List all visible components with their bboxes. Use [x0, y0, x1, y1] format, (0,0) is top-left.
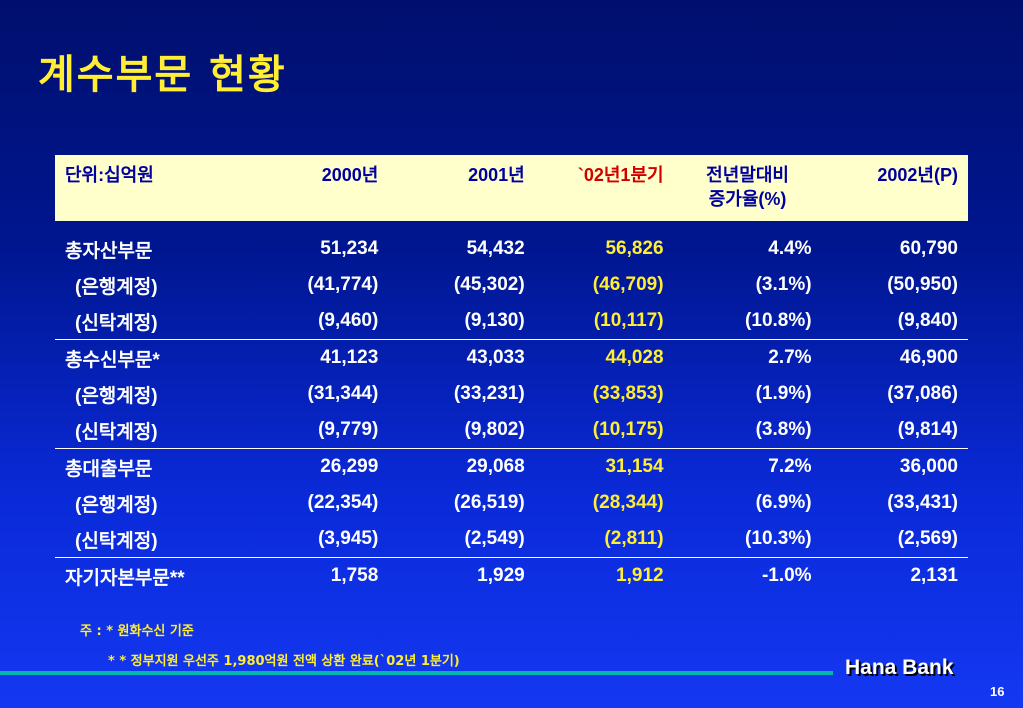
cell-growth: (3.1%)	[755, 274, 812, 295]
table-row: 총수신부문* 41,123 43,033 44,028 2.7% 46,900	[55, 339, 968, 376]
cell-2002-q1: (10,117)	[593, 310, 664, 331]
cell-2002-p: 36,000	[821, 448, 968, 485]
table-row: 총자산부문 51,234 54,432 56,826 4.4% 60,790	[55, 231, 968, 267]
cell-2000: 41,123	[256, 339, 389, 376]
header-row: 단위:십억원 2000년 2001년 `02년1분기 전년말대비 증가율(%) …	[55, 155, 968, 221]
brand-logo: Hana Bank	[845, 656, 954, 679]
cell-2001: 43,033	[388, 339, 535, 376]
cell-growth: 4.4%	[768, 238, 812, 259]
cell-2002-p: 60,790	[899, 238, 958, 259]
cell-2002-p: 2,131	[821, 557, 968, 594]
data-table: 단위:십억원 2000년 2001년 `02년1분기 전년말대비 증가율(%) …	[55, 155, 968, 594]
row-label: 총자산부문	[65, 240, 153, 262]
cell-2002-p: (50,950)	[887, 274, 958, 295]
row-label: (은행계정)	[75, 276, 158, 298]
cell-2002-q1: (46,709)	[592, 274, 664, 295]
table-row: 총대출부문 26,299 29,068 31,154 7.2% 36,000	[55, 448, 968, 485]
header-2002-p: 2002년(P)	[877, 165, 958, 185]
table-row: (신탁계정) (3,945) (2,549) (2,811) (10.3%) (…	[55, 521, 968, 558]
row-label: (신탁계정)	[75, 421, 158, 443]
row-label: 자기자본부문**	[55, 557, 257, 594]
cell-2002-q1: (2,811)	[604, 528, 664, 549]
cell-2001: 54,432	[466, 238, 525, 259]
cell-growth: (1.9%)	[755, 383, 812, 404]
cell-2001: (9,802)	[464, 419, 525, 440]
cell-growth: (10.8%)	[745, 310, 812, 331]
cell-2001: (2,549)	[464, 528, 525, 549]
table-row: (은행계정) (41,774) (45,302) (46,709) (3.1%)…	[55, 267, 968, 303]
cell-2002-q1: 31,154	[534, 448, 674, 485]
cell-2000: (9,460)	[318, 310, 379, 331]
cell-2002-q1: (33,853)	[592, 383, 664, 404]
cell-2002-p: (9,814)	[897, 419, 958, 440]
header-2001: 2001년	[468, 165, 525, 185]
cell-growth: 2.7%	[673, 339, 822, 376]
cell-2002-q1: (28,344)	[592, 492, 664, 513]
table-row: (신탁계정) (9,779) (9,802) (10,175) (3.8%) (…	[55, 412, 968, 449]
spacer-row	[55, 221, 968, 231]
cell-2001: (9,130)	[464, 310, 525, 331]
cell-2001: 29,068	[388, 448, 535, 485]
table-row: (신탁계정) (9,460) (9,130) (10,117) (10.8%) …	[55, 303, 968, 340]
header-growth: 전년말대비 증가율(%)	[674, 155, 822, 221]
cell-2000: 1,758	[256, 557, 389, 594]
cell-2000: (41,774)	[307, 274, 379, 295]
cell-2000: (31,344)	[307, 383, 379, 404]
cell-growth: (3.8%)	[755, 419, 812, 440]
cell-2000: 51,234	[320, 238, 379, 259]
cell-2002-q1: (10,175)	[592, 419, 664, 440]
cell-2002-p: (37,086)	[887, 383, 958, 404]
cell-2002-p: (2,569)	[897, 528, 958, 549]
cell-2000: 26,299	[256, 448, 389, 485]
cell-2002-p: (9,840)	[897, 310, 958, 331]
table-row: (은행계정) (22,354) (26,519) (28,344) (6.9%)…	[55, 485, 968, 521]
row-label: (은행계정)	[75, 385, 158, 407]
row-label: (은행계정)	[75, 494, 158, 516]
row-label: 총수신부문*	[55, 339, 257, 376]
page-title: 계수부문 현황	[38, 52, 287, 98]
cell-2000: (22,354)	[307, 492, 379, 513]
table-row: (은행계정) (31,344) (33,231) (33,853) (1.9%)…	[55, 376, 968, 412]
cell-2002-q1: 1,912	[534, 557, 674, 594]
row-label: (신탁계정)	[75, 530, 158, 552]
header-growth-line1: 전년말대비	[706, 165, 789, 185]
cell-growth: (10.3%)	[745, 528, 812, 549]
footer-divider	[0, 671, 833, 675]
header-2002-q1: `02년1분기	[577, 165, 664, 185]
page-number: 16	[990, 684, 1005, 699]
cell-growth: -1.0%	[673, 557, 822, 594]
cell-2001: (26,519)	[453, 492, 525, 513]
cell-2000: (3,945)	[318, 528, 379, 549]
cell-2002-q1: 44,028	[534, 339, 674, 376]
cell-growth: 7.2%	[673, 448, 822, 485]
header-growth-line2: 증가율(%)	[708, 189, 787, 209]
table-header: 단위:십억원 2000년 2001년 `02년1분기 전년말대비 증가율(%) …	[55, 155, 968, 221]
footnote-1: 주 : * 원화수신 기준	[80, 624, 194, 639]
cell-2000: (9,779)	[318, 419, 379, 440]
cell-2001: (33,231)	[453, 383, 525, 404]
cell-2002-q1: 56,826	[605, 238, 664, 259]
cell-2002-p: (33,431)	[887, 492, 958, 513]
cell-growth: (6.9%)	[755, 492, 812, 513]
header-2000: 2000년	[321, 165, 379, 185]
footnote-2: * * 정부지원 우선주 1,980억원 전액 상환 완료(`02년 1분기)	[108, 654, 460, 669]
header-unit: 단위:십억원	[65, 165, 154, 185]
cell-2002-p: 46,900	[821, 339, 968, 376]
row-label: 총대출부문	[55, 448, 257, 485]
table-body: 총자산부문 51,234 54,432 56,826 4.4% 60,790 (…	[55, 221, 968, 594]
table-row: 자기자본부문** 1,758 1,929 1,912 -1.0% 2,131	[55, 557, 968, 594]
cell-2001: (45,302)	[453, 274, 525, 295]
cell-2001: 1,929	[388, 557, 535, 594]
row-label: (신탁계정)	[75, 312, 158, 334]
